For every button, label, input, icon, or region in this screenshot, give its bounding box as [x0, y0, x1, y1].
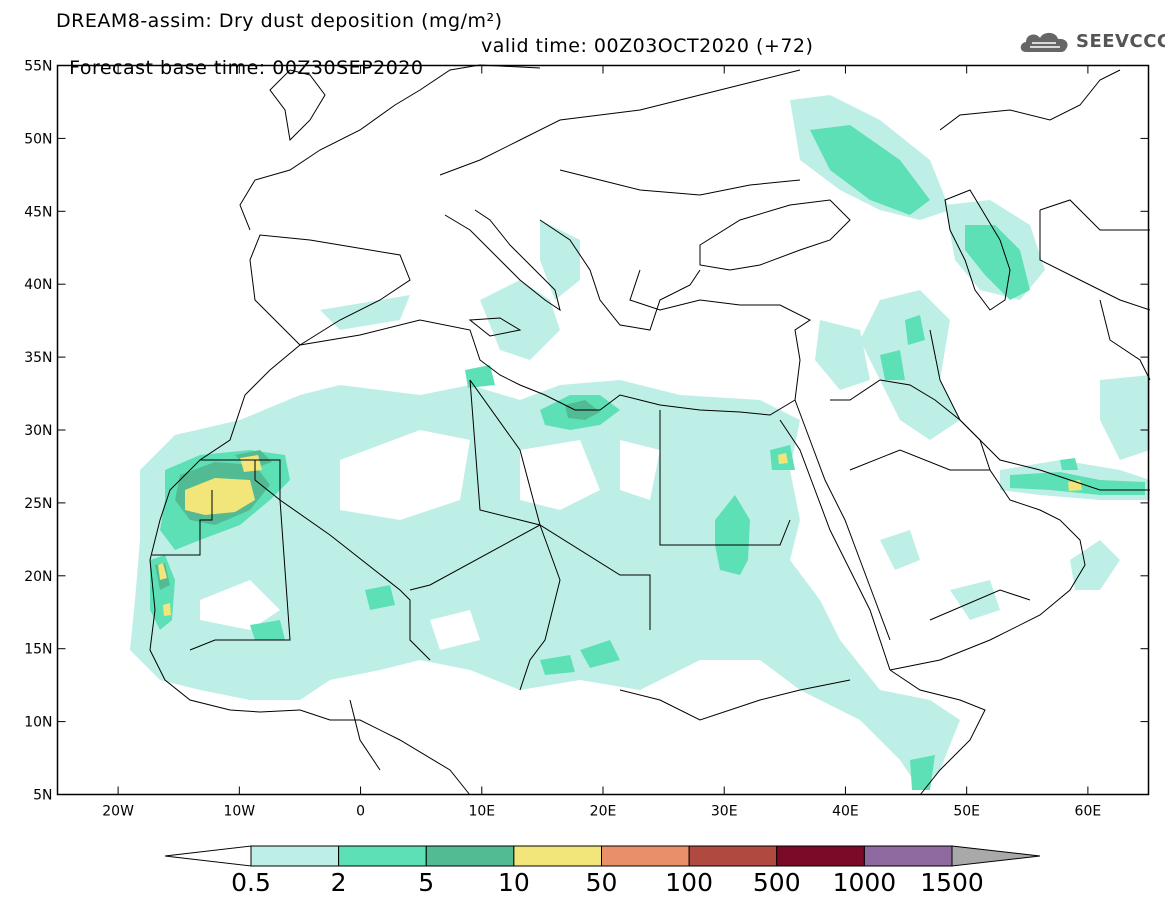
y-tick-label: 30N	[24, 423, 52, 439]
colorbar-bin	[250, 845, 340, 867]
colorbar-label: 100	[665, 868, 713, 897]
x-tick-label: 0	[356, 804, 365, 820]
colorbar-bin	[425, 845, 515, 867]
colorbar-label: 50	[585, 868, 618, 897]
x-tick-label: 50E	[953, 804, 980, 820]
x-tick-label: 30E	[711, 804, 738, 820]
colorbar-label: 1500	[920, 868, 984, 897]
dust-contours	[130, 95, 1150, 790]
map-title: DREAM8-assim: Dry dust deposition (mg/m²…	[56, 10, 503, 32]
colorbar-bin	[863, 845, 953, 867]
y-tick-label: 25N	[24, 496, 52, 512]
colorbar-bin	[601, 845, 690, 867]
x-tick-label: 60E	[1075, 804, 1102, 820]
seevccc-logo: SEEVCCC	[1018, 28, 1165, 54]
colorbar-label: 1000	[832, 868, 897, 897]
coastlines-and-borders	[149, 64, 1151, 796]
colorbar-bin	[338, 845, 427, 867]
colorbar-bin	[688, 845, 778, 867]
y-tick-label: 5N	[33, 788, 52, 804]
y-tick-label: 55N	[24, 59, 52, 75]
y-tick-label: 45N	[24, 204, 52, 220]
y-tick-label: 20N	[24, 569, 52, 585]
colorbar-over-triangle	[951, 845, 1041, 867]
colorbar-label: 2	[330, 868, 347, 897]
colorbar-under-triangle	[164, 845, 252, 867]
colorbar-label: 500	[752, 868, 801, 897]
x-tick-label: 20E	[590, 804, 617, 820]
x-axis: 20W 10W 0 10E 20E 30E 40E 50E 60E	[102, 65, 1102, 820]
colorbar-label: 10	[497, 868, 530, 897]
logo-text: SEEVCCC	[1076, 30, 1165, 52]
colorbar	[164, 845, 1041, 867]
x-tick-label: 10E	[468, 804, 495, 820]
cloud-icon	[1020, 32, 1068, 52]
colorbar-bin	[513, 845, 602, 867]
y-tick-label: 35N	[24, 350, 52, 366]
x-tick-label: 40E	[832, 804, 859, 820]
y-tick-label: 40N	[24, 277, 52, 293]
x-tick-label: 10W	[223, 804, 255, 820]
y-tick-label: 10N	[24, 715, 52, 731]
base-time-label: Forecast base time: 00Z30SEP2020	[69, 57, 424, 79]
y-tick-label: 50N	[24, 131, 52, 147]
valid-time-label: valid time: 00Z03OCT2020 (+72)	[481, 35, 814, 57]
colorbar-label: 0.5	[231, 868, 271, 897]
y-tick-label: 15N	[24, 642, 52, 658]
y-axis: 55N 50N 45N 40N 35N 30N 25N 20N 15N 10N 5N	[24, 59, 1149, 804]
colorbar-bin	[776, 845, 865, 867]
forecast-base-time: Forecast base time: 00Z30SEP2020 valid t…	[56, 35, 813, 101]
x-tick-label: 20W	[102, 804, 134, 820]
colorbar-label: 5	[418, 868, 435, 897]
